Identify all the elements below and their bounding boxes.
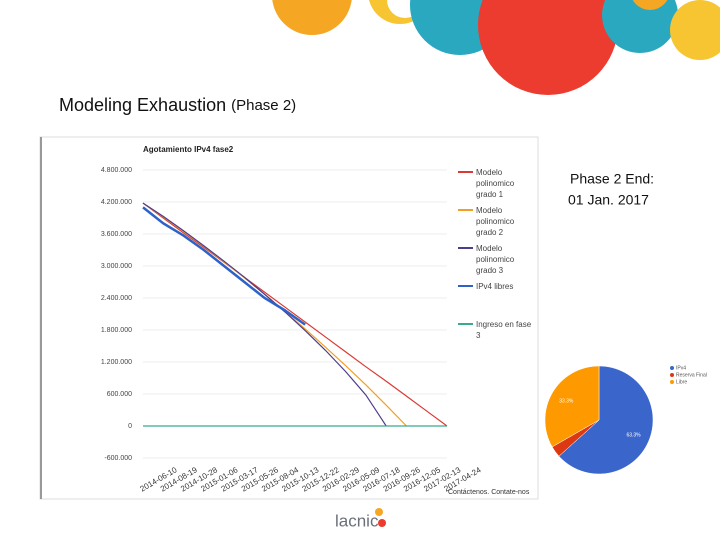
series-line [142, 202, 387, 427]
y-tick-label: -600.000 [104, 455, 132, 462]
legend-label: IPv4 libres [476, 282, 514, 291]
logo: lacnic [335, 511, 379, 530]
legend-entry: Modelo polinomico grado 1 [476, 168, 515, 199]
title-suffix: (Phase 2) [231, 97, 296, 114]
slide-title: Modeling Exhaustion (Phase 2) [59, 95, 296, 115]
note: Phase 2 End: [570, 171, 654, 187]
legend-label: Modelo polinomico grado 2 [476, 206, 515, 237]
pie-slice [558, 365, 654, 475]
legend-label: Modelo polinomico grado 3 [476, 244, 515, 275]
footer: Contáctenos. Contate-nos [448, 489, 530, 496]
slice-label: 33.3% [559, 398, 574, 404]
legend-label: Libre [676, 379, 687, 385]
legend-swatch [670, 366, 674, 370]
y-tick-label: 1.200.000 [101, 359, 132, 366]
y-tick-label: 4.200.000 [101, 199, 132, 206]
slice-label: 63.3% [626, 433, 641, 439]
chart-frame [39, 136, 539, 500]
title-main: Modeling Exhaustion [59, 95, 226, 115]
series-line [142, 202, 448, 427]
y-tick-label: 1.800.000 [101, 327, 132, 334]
legend-label: Modelo polinomico grado 1 [476, 168, 515, 199]
logo-dot [375, 508, 383, 516]
series-line [142, 206, 306, 326]
legend-label: IPv4 [676, 365, 686, 371]
legend-swatch [670, 380, 674, 384]
legend-entry: Ingreso en fase 3 [476, 320, 532, 340]
y-tick-label: 3.000.000 [101, 263, 132, 270]
legend-entry: Modelo polinomico grado 2 [476, 206, 515, 237]
pie-slice [544, 365, 600, 448]
chart-title: Agotamiento IPv4 fase2 [143, 145, 234, 154]
logo-dot [378, 519, 386, 527]
y-tick-label: 0 [128, 423, 132, 430]
y-tick-label: 2.400.000 [101, 295, 132, 302]
y-tick-label: 600.000 [107, 391, 132, 398]
y-tick-label: 4.800.000 [101, 167, 132, 174]
decoration [272, 0, 720, 95]
note: 01 Jan. 2017 [568, 192, 649, 208]
legend-entry: IPv4 libres [476, 282, 514, 291]
y-tick-label: 3.600.000 [101, 231, 132, 238]
legend-swatch [670, 373, 674, 377]
legend-entry: Modelo polinomico grado 3 [476, 244, 515, 275]
legend-label: Ingreso en fase 3 [476, 320, 532, 340]
legend-label: Reserva Final [676, 372, 707, 378]
